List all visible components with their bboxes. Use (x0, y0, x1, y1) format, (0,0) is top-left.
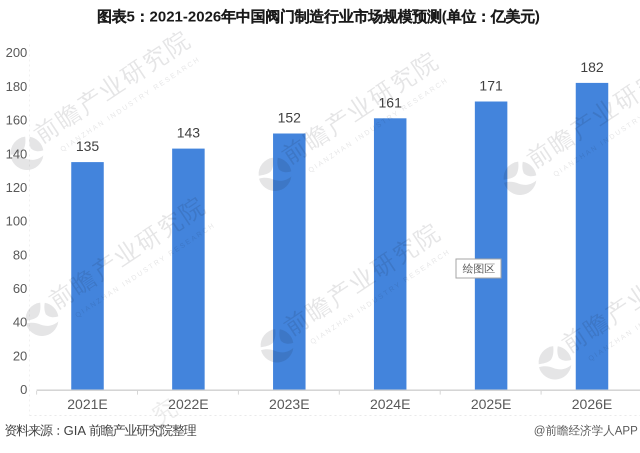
svg-text:2021-2026: 2021-2026 (150, 9, 222, 26)
svg-text:2024E: 2024E (370, 396, 410, 412)
svg-text:180: 180 (6, 79, 28, 94)
svg-text:2023E: 2023E (269, 396, 309, 412)
svg-text:0: 0 (20, 382, 27, 397)
svg-text:2026E: 2026E (572, 396, 612, 412)
svg-text:2022E: 2022E (168, 396, 208, 412)
svg-text:(: ( (442, 9, 447, 26)
svg-text:143: 143 (177, 125, 201, 141)
svg-text:80: 80 (13, 247, 27, 262)
svg-text:): ) (535, 9, 540, 26)
svg-text:GIA: GIA (64, 423, 87, 438)
svg-text:182: 182 (580, 59, 604, 75)
svg-text:40: 40 (13, 315, 27, 330)
svg-text:@: @ (534, 424, 546, 437)
svg-text:2025E: 2025E (471, 396, 511, 412)
svg-text:120: 120 (6, 180, 28, 195)
svg-text:20: 20 (13, 348, 27, 363)
svg-text:APP: APP (615, 424, 638, 437)
svg-text:135: 135 (76, 138, 100, 154)
svg-text:152: 152 (278, 110, 302, 126)
svg-text:60: 60 (13, 281, 27, 296)
svg-text:200: 200 (6, 45, 28, 60)
svg-text:161: 161 (379, 94, 403, 110)
svg-text:171: 171 (479, 78, 503, 94)
svg-text:160: 160 (6, 113, 28, 128)
svg-text:5: 5 (126, 9, 134, 26)
svg-text:100: 100 (6, 214, 28, 229)
svg-text:2021E: 2021E (67, 396, 107, 412)
